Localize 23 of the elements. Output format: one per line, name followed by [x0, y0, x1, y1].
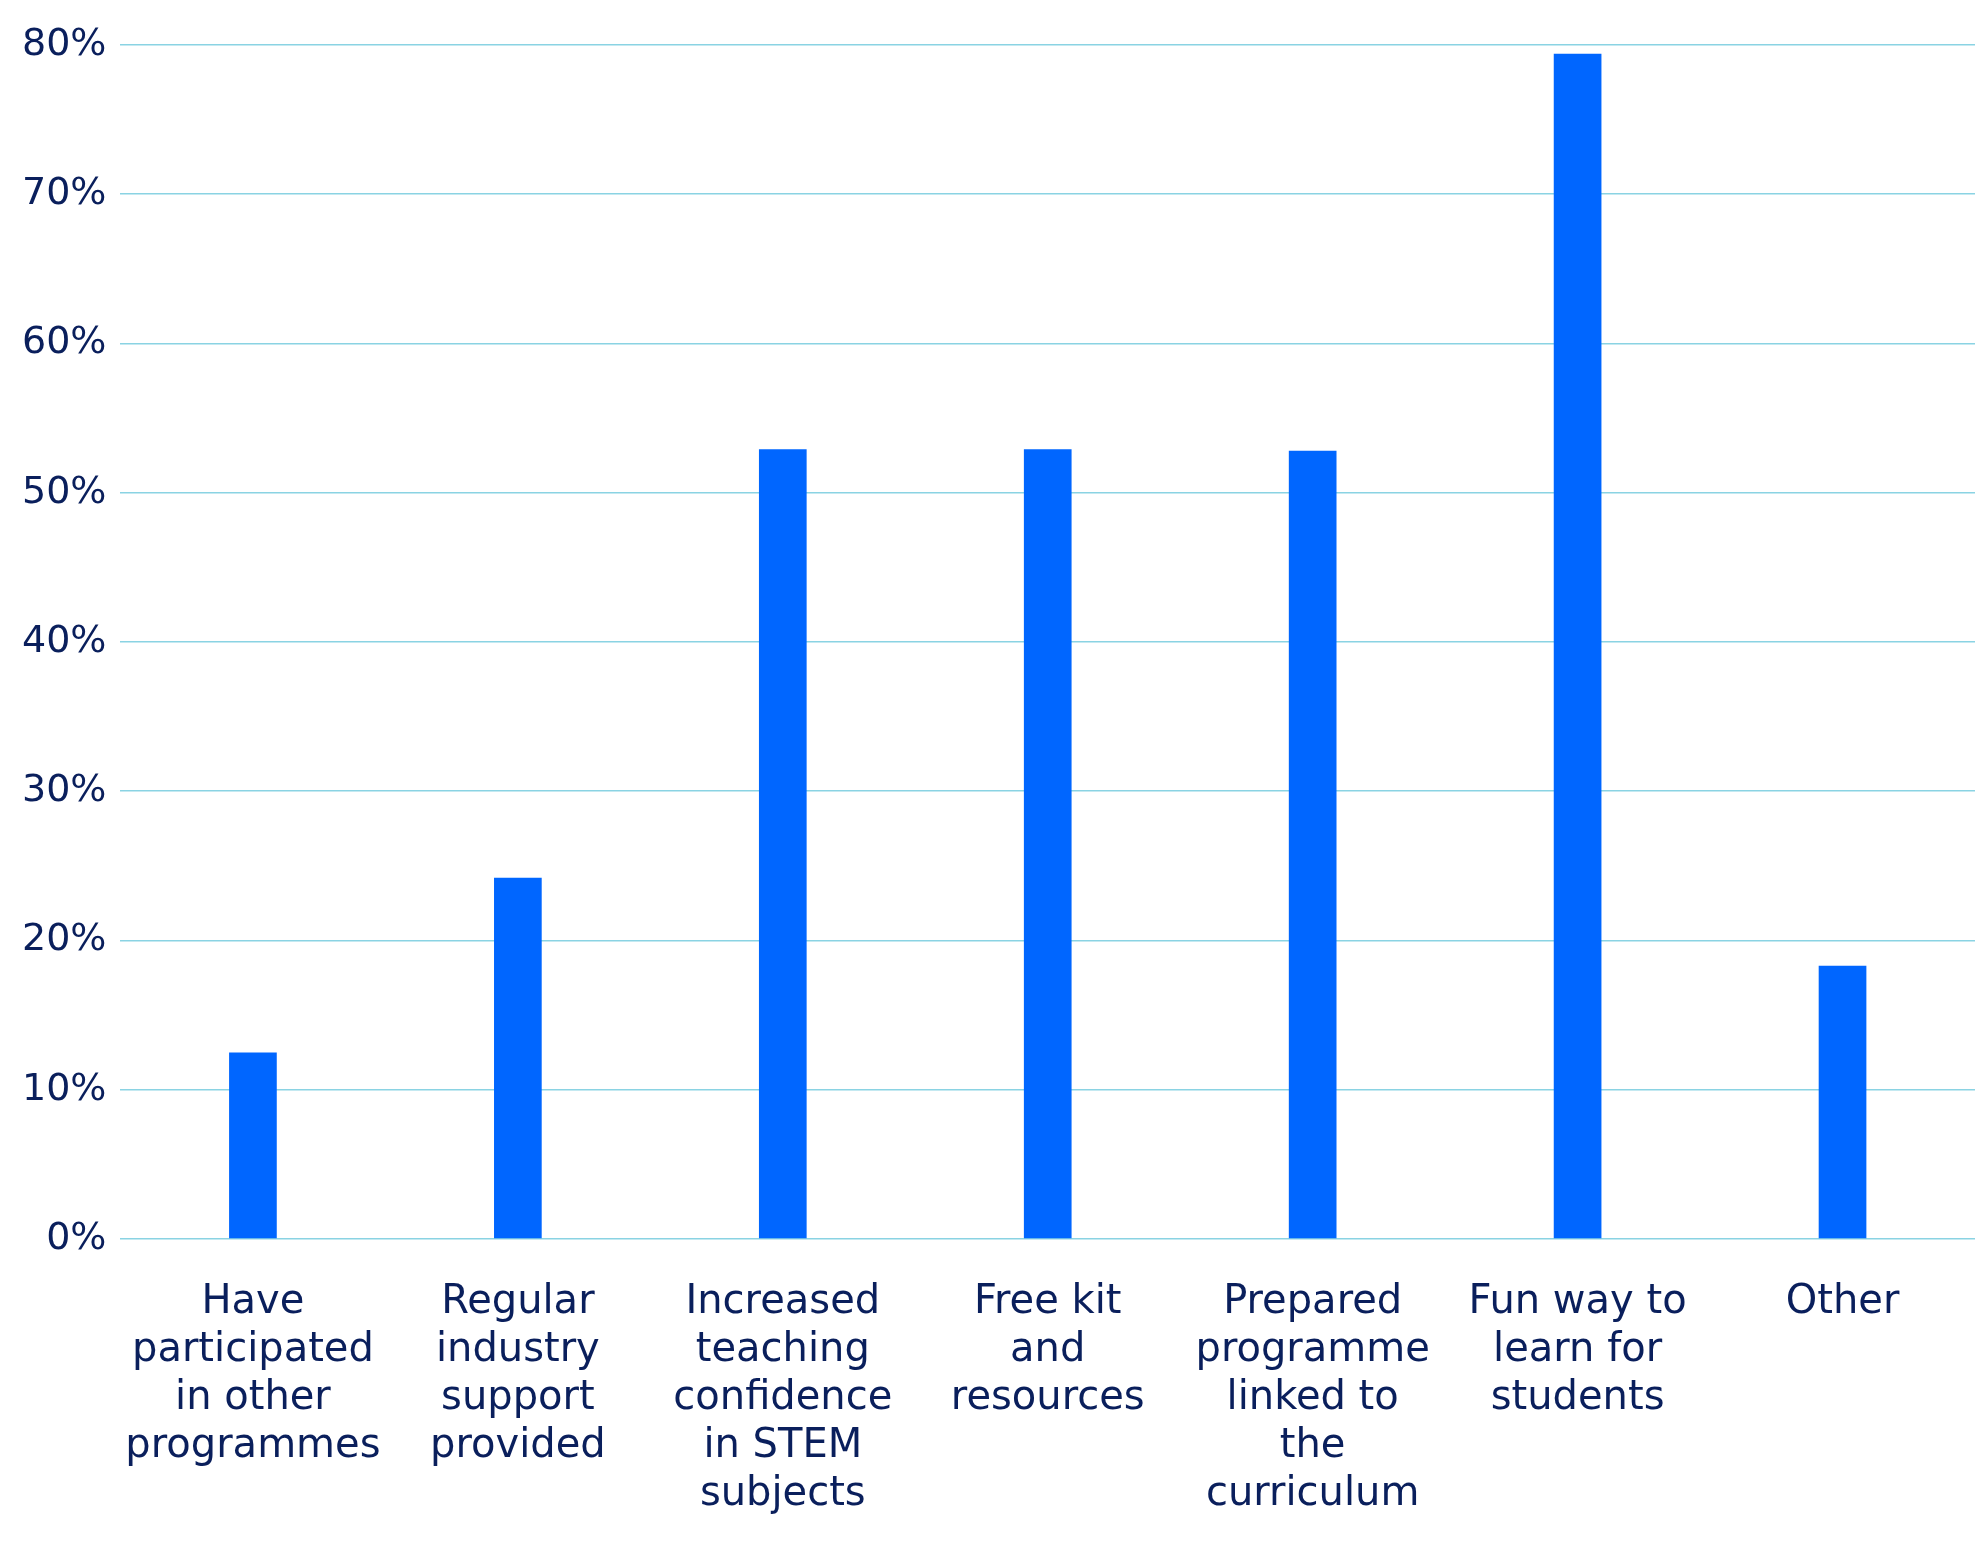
bar	[758, 449, 807, 1239]
bar	[1288, 450, 1337, 1239]
bar	[1818, 965, 1867, 1239]
x-tick-label: Increased teaching confidence in STEM subjects	[673, 1276, 893, 1515]
x-tick-label: Other	[1785, 1276, 1900, 1323]
y-tick-label: 40%	[21, 616, 107, 661]
x-tick-label: Free kit and resources	[950, 1276, 1145, 1419]
x-tick-label: Fun way to learn for students	[1468, 1276, 1687, 1419]
x-tick-label: Prepared programme linked to the curriculum	[1195, 1276, 1430, 1515]
y-tick-label: 70%	[21, 168, 107, 213]
bar	[494, 877, 542, 1239]
y-tick-label: 0%	[46, 1213, 107, 1258]
bar	[1023, 449, 1072, 1239]
y-tick-label: 80%	[21, 19, 107, 64]
y-tick-label: 50%	[21, 467, 107, 512]
x-tick-label: Have participated in other programmes	[125, 1276, 381, 1467]
x-tick-label: Regular industry support provided	[430, 1276, 606, 1467]
bar	[229, 1052, 277, 1239]
y-tick-label: 10%	[21, 1064, 107, 1109]
bar	[1553, 53, 1602, 1239]
y-tick-label: 20%	[21, 915, 107, 960]
y-tick-label: 30%	[21, 766, 107, 811]
y-tick-label: 60%	[21, 318, 107, 363]
